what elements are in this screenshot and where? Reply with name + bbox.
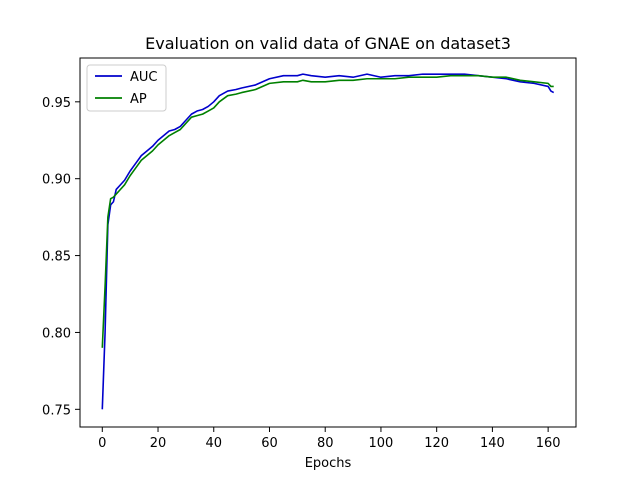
x-tick-label: 60 <box>261 436 278 451</box>
x-tick-label: 0 <box>98 436 106 451</box>
x-axis-label: Epochs <box>305 456 352 471</box>
legend-label-auc: AUC <box>130 70 158 85</box>
plot-frame <box>79 57 577 428</box>
series-layer <box>101 73 555 410</box>
y-tick-label: 0.75 <box>42 403 71 418</box>
x-axis: 0 20 40 60 80 100 120 140 160 <box>98 427 561 451</box>
x-tick-label: 120 <box>424 436 449 451</box>
plot-background <box>80 58 576 427</box>
x-tick-label: 140 <box>480 436 505 451</box>
x-tick-label: 40 <box>205 436 222 451</box>
y-tick-label: 0.85 <box>42 250 71 265</box>
legend-label-ap: AP <box>130 92 147 107</box>
series-line-ap <box>101 74 554 348</box>
x-tick-label: 80 <box>317 436 334 451</box>
y-tick-label: 0.80 <box>42 326 71 341</box>
legend: AUC AP <box>86 64 167 112</box>
y-tick-label: 0.90 <box>42 173 71 188</box>
x-tick-label: 160 <box>536 436 561 451</box>
chart-title: Evaluation on valid data of GNAE on data… <box>145 34 511 53</box>
y-tick-label: 0.95 <box>42 96 71 111</box>
series-line-auc <box>101 73 555 410</box>
x-tick-label: 20 <box>150 436 167 451</box>
x-tick-label: 100 <box>369 436 394 451</box>
plot-area <box>79 57 577 428</box>
y-axis: 0.75 0.80 0.85 0.90 0.95 <box>42 96 80 418</box>
